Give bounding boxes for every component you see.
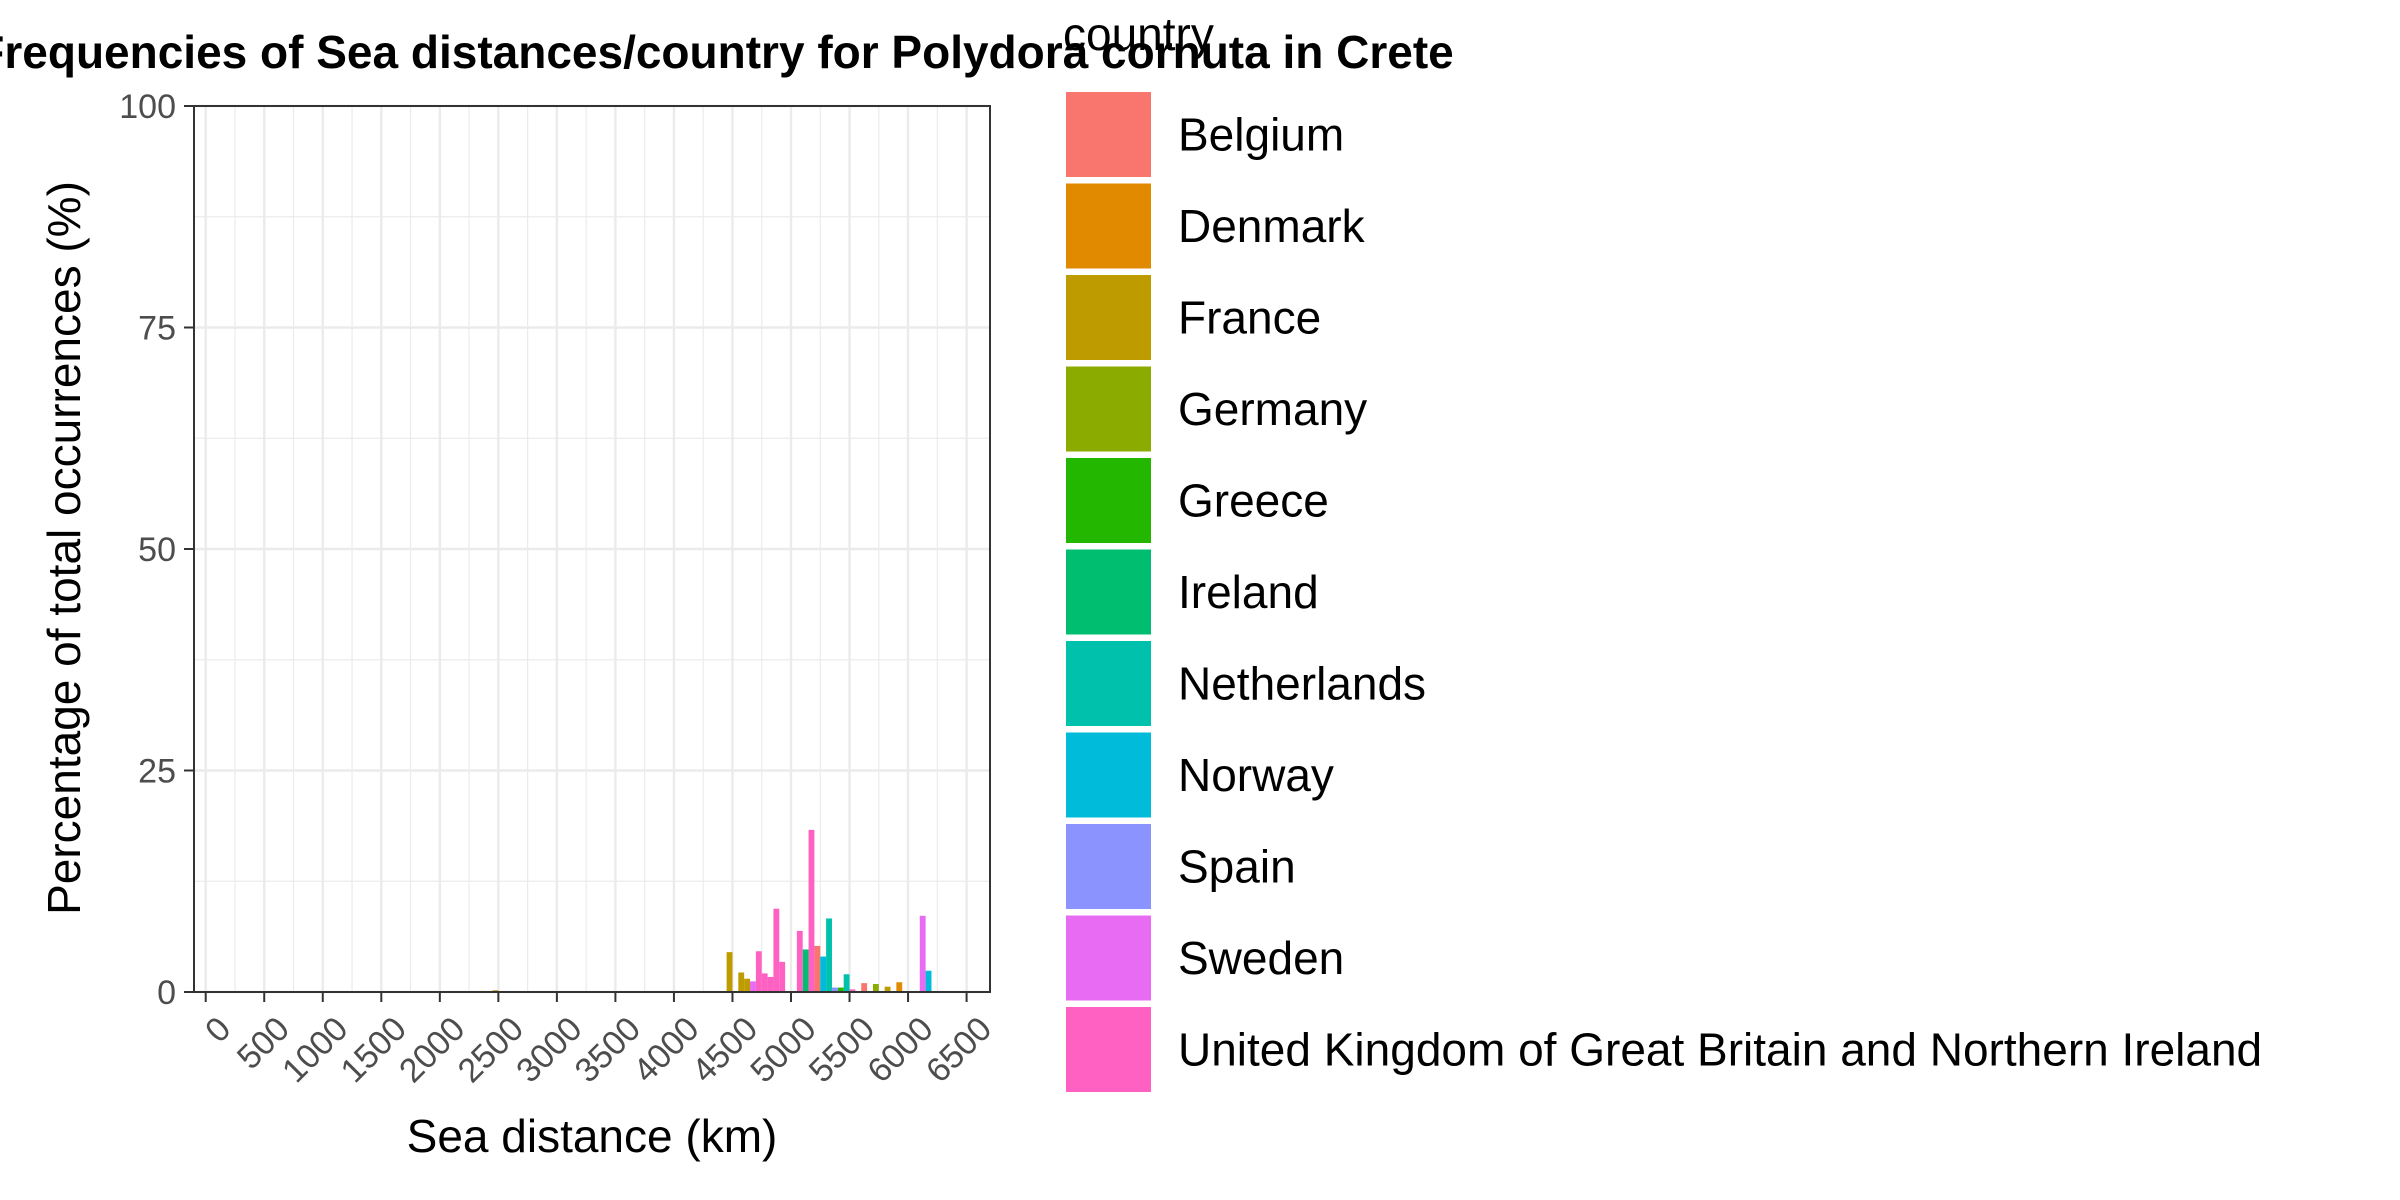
histogram-bar <box>831 987 838 992</box>
x-tick-label: 3500 <box>568 1010 648 1090</box>
legend-key <box>1066 275 1151 360</box>
legend-label: Norway <box>1178 749 1334 801</box>
histogram-bar <box>726 952 733 992</box>
legend-key <box>1066 458 1151 543</box>
histogram-bar <box>843 974 850 992</box>
legend-key <box>1066 915 1151 1001</box>
bars <box>492 829 932 992</box>
y-axis-title: Percentage of total occurrences (%) <box>38 181 90 915</box>
legend-key <box>1066 92 1151 177</box>
legend-key <box>1066 824 1151 909</box>
histogram-bar <box>750 981 756 992</box>
legend-label: Ireland <box>1178 566 1319 618</box>
x-tick-label: 1000 <box>275 1010 355 1090</box>
histogram-bar <box>738 972 745 992</box>
legend-label: United Kingdom of Great Britain and Nort… <box>1178 1024 2262 1076</box>
legend-label: Greece <box>1178 475 1329 527</box>
x-tick-label: 1500 <box>334 1010 414 1090</box>
x-tick-label: 2000 <box>392 1010 472 1090</box>
legend-label: Spain <box>1178 841 1296 893</box>
histogram-bar <box>796 930 803 992</box>
histogram-bar <box>802 949 809 992</box>
x-tick-label: 0 <box>198 1010 238 1050</box>
histogram-bar <box>861 983 868 992</box>
y-axis: 0 25 50 75 100 <box>119 88 194 1012</box>
histogram-bar <box>919 915 926 992</box>
histogram-bar <box>755 951 762 992</box>
plot-panel <box>193 104 991 994</box>
x-tick-label: 5000 <box>743 1010 823 1090</box>
histogram-bar <box>814 945 821 992</box>
histogram-bar <box>837 987 844 992</box>
x-tick-label: 4500 <box>685 1010 765 1090</box>
histogram-bar <box>925 970 932 992</box>
x-axis-title: Sea distance (km) <box>407 1110 778 1162</box>
legend-key <box>1066 366 1151 452</box>
legend-label: Belgium <box>1178 109 1344 161</box>
legend-key <box>1066 732 1151 818</box>
histogram-bar <box>896 982 903 992</box>
histogram-bar <box>779 961 786 992</box>
legend-label: Netherlands <box>1178 658 1426 710</box>
legend-label: Germany <box>1178 383 1367 435</box>
legend-label: Denmark <box>1178 200 1366 252</box>
legend-label: France <box>1178 292 1321 344</box>
histogram-bar <box>884 986 891 992</box>
x-tick-label: 5500 <box>802 1010 882 1090</box>
histogram-bar <box>826 918 832 992</box>
y-tick-label: 100 <box>119 88 176 126</box>
legend-label: Sweden <box>1178 932 1344 984</box>
x-tick-label: 6500 <box>919 1010 999 1090</box>
legend: country Belgium Denmark France Germany Greec… <box>1063 8 2262 1092</box>
x-axis: 0500100015002000250030003500400045005000… <box>198 992 999 1090</box>
y-tick-label: 75 <box>138 310 176 348</box>
x-tick-label: 3000 <box>509 1010 589 1090</box>
y-tick-label: 50 <box>138 531 176 569</box>
x-tick-label: 2500 <box>451 1010 531 1090</box>
histogram-bar <box>820 956 827 992</box>
x-tick-label: 6000 <box>860 1010 940 1090</box>
y-tick-label: 0 <box>157 974 176 1012</box>
histogram-bar <box>767 976 774 992</box>
histogram-bar <box>808 829 815 992</box>
legend-key <box>1066 1007 1151 1092</box>
chart-title: Frequencies of Sea distances/country for… <box>0 26 1454 78</box>
histogram-bar <box>761 973 768 992</box>
legend-key <box>1066 183 1151 269</box>
histogram-bar <box>849 989 856 992</box>
y-tick-label: 25 <box>138 753 176 791</box>
x-tick-label: 4000 <box>626 1010 706 1090</box>
histogram-bar <box>773 908 780 992</box>
legend-key <box>1066 549 1151 635</box>
legend-key <box>1066 641 1151 726</box>
legend-title: country <box>1063 8 1214 60</box>
histogram-bar <box>744 978 751 992</box>
histogram-bar <box>872 984 879 992</box>
